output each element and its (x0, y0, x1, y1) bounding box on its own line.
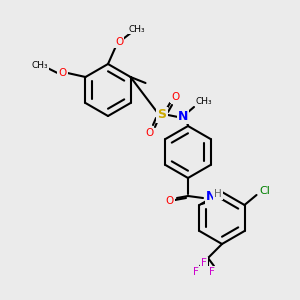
Text: O: O (171, 92, 179, 102)
Text: CH₃: CH₃ (129, 25, 145, 34)
Text: N: N (178, 110, 188, 122)
Text: O: O (166, 196, 174, 206)
Text: CH₃: CH₃ (31, 61, 48, 70)
Text: O: O (115, 37, 123, 47)
Text: O: O (58, 68, 67, 78)
Text: F: F (201, 258, 207, 268)
Text: F: F (209, 267, 215, 277)
Text: N: N (206, 190, 216, 203)
Text: H: H (214, 189, 222, 199)
Text: O: O (145, 128, 153, 138)
Text: Cl: Cl (259, 186, 270, 196)
Text: S: S (158, 109, 166, 122)
Text: F: F (193, 267, 199, 277)
Text: CH₃: CH₃ (196, 97, 212, 106)
